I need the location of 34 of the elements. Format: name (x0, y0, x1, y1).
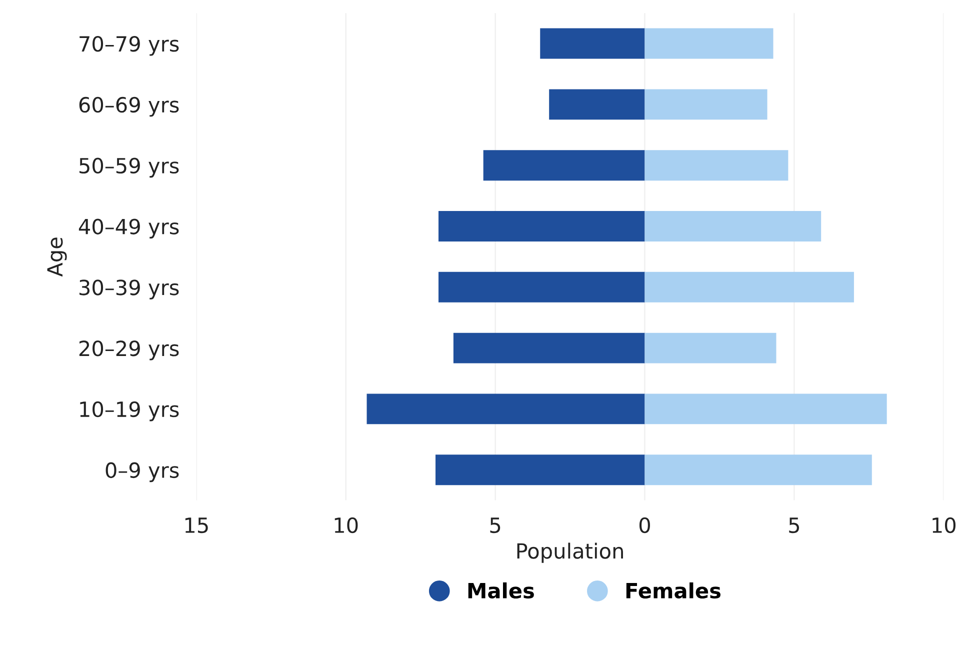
y-tick-label: 60–69 yrs (79, 96, 179, 117)
legend-label: Females (626, 582, 720, 599)
y-axis-title: Age (47, 238, 67, 277)
x-tick-label: 10 (932, 517, 956, 534)
bar (644, 394, 887, 424)
bar (644, 28, 774, 59)
bar (644, 332, 776, 364)
y-tick-label: 30–39 yrs (80, 280, 179, 300)
x-axis-title: Population (517, 542, 623, 563)
bar (644, 454, 872, 486)
bar (366, 394, 645, 424)
bar (540, 28, 645, 59)
bar (549, 89, 645, 120)
y-tick-label: 70–79 yrs (80, 36, 179, 56)
bar (438, 211, 645, 242)
x-tick-label: 0 (639, 517, 650, 534)
x-tick-label: 10 (334, 517, 358, 534)
bar (644, 211, 822, 242)
y-tick-label: 0–9 yrs (106, 462, 179, 482)
x-tick-label: 5 (490, 518, 500, 534)
x-tick-label: 15 (185, 518, 208, 534)
y-tick-label: 20–29 yrs (79, 340, 179, 360)
y-tick-label: 10–19 yrs (80, 401, 179, 422)
bar (436, 454, 645, 486)
bar (438, 272, 645, 302)
bar (644, 272, 854, 302)
bar (644, 89, 768, 120)
y-tick-label: 50–59 yrs (80, 158, 179, 178)
legend-label: Males (468, 582, 534, 599)
bar (483, 150, 645, 181)
y-tick-label: 40–49 yrs (78, 218, 179, 238)
bar (453, 332, 645, 364)
bar (644, 150, 788, 181)
x-tick-label: 5 (789, 518, 799, 534)
